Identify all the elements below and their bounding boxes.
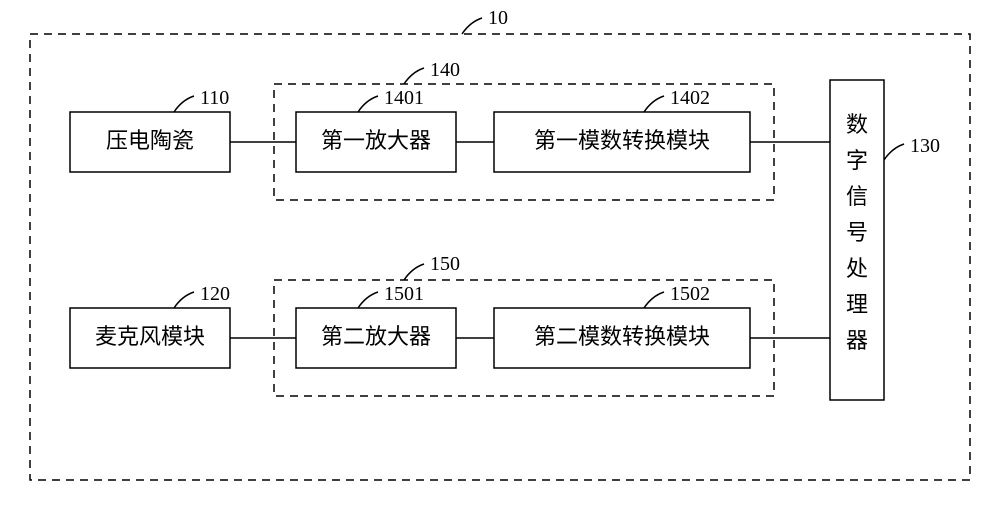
box-130-label-char: 字 [846,148,868,173]
box-110-label: 压电陶瓷 [106,128,194,153]
box-1501-id: 1501 [384,283,424,305]
box-1502-label: 第二模数转换模块 [534,324,710,349]
box-1501-label: 第二放大器 [321,324,431,349]
leader-line [358,292,378,308]
box-130-label-char: 理 [846,292,868,317]
leader-line [884,144,904,160]
leader-line [644,292,664,308]
box-130-label-char: 数 [846,112,868,137]
outer-id-label: 10 [488,7,508,29]
box-120-id: 120 [200,283,230,305]
leader-line [644,96,664,112]
box-1401-id: 1401 [384,87,424,109]
box-110-id: 110 [200,87,229,109]
leader-line [462,18,482,34]
leader-line [174,292,194,308]
box-1502-id: 1502 [670,283,710,305]
box-120-label: 麦克风模块 [95,324,205,349]
box-130-label-char: 信 [846,184,868,209]
leader-line [404,68,424,84]
box-130-label-char: 号 [846,220,868,245]
outer-container [30,34,970,480]
box-130-label-char: 器 [846,328,868,353]
group-140-id-label: 140 [430,59,460,81]
box-1402-id: 1402 [670,87,710,109]
leader-line [404,264,424,280]
box-130-id: 130 [910,135,940,157]
group-150-id-label: 150 [430,253,460,275]
box-130-label-char: 处 [846,256,868,281]
leader-line [358,96,378,112]
box-1401-label: 第一放大器 [321,128,431,153]
leader-line [174,96,194,112]
box-1402-label: 第一模数转换模块 [534,128,710,153]
